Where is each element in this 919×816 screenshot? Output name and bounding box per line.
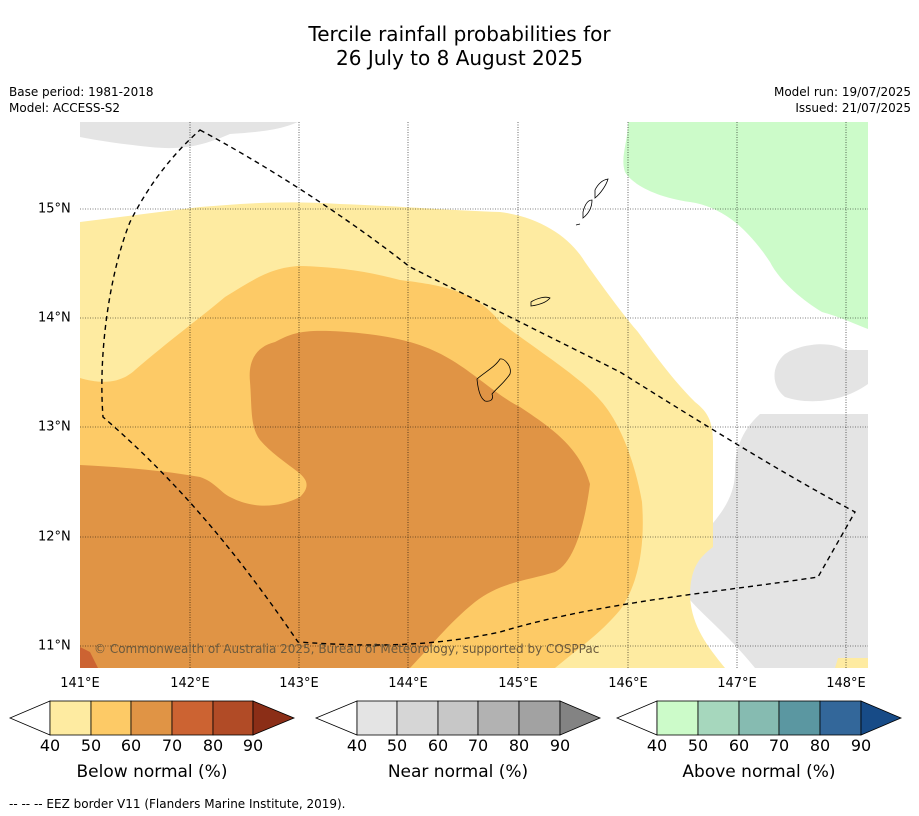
colorbar-above-title: Above normal (%) xyxy=(682,762,836,782)
below-tick-50: 50 xyxy=(80,736,102,755)
lat-label-11n: 11°N xyxy=(38,638,71,654)
colorbar-above-under xyxy=(615,700,658,736)
colorbar-near-under xyxy=(314,700,358,736)
gridlines xyxy=(80,122,868,668)
above-tick-50: 50 xyxy=(687,736,709,755)
above-tick-90: 90 xyxy=(850,736,872,755)
lon-label-147e: 147°E xyxy=(717,676,757,691)
lon-label-143e: 143°E xyxy=(279,676,319,691)
lon-label-142e: 142°E xyxy=(170,676,210,691)
colorbar-above-bin-5 xyxy=(819,700,862,736)
meta-right: Model run: 19/07/2025 Issued: 21/07/2025 xyxy=(774,84,911,116)
below-normal-40-50-corner xyxy=(835,658,868,668)
below-tick-70: 70 xyxy=(161,736,183,755)
colorbar-near-title: Near normal (%) xyxy=(387,762,529,782)
near-normal-region-southeast xyxy=(687,414,868,668)
island-guam xyxy=(476,358,511,402)
map-svg xyxy=(80,122,868,668)
colorbar-near-bin-2 xyxy=(396,700,439,736)
colorbar-near xyxy=(314,700,602,736)
above-tick-80: 80 xyxy=(809,736,831,755)
colorbar-above-over xyxy=(860,700,903,736)
lat-label-12n: 12°N xyxy=(38,529,71,545)
near-tick-60: 60 xyxy=(427,736,449,755)
colorbar-below-bin-1 xyxy=(49,700,92,736)
lon-label-144e: 144°E xyxy=(388,676,428,691)
near-tick-90: 90 xyxy=(549,736,571,755)
colorbar-below-over xyxy=(252,700,296,736)
chart-title: Tercile rainfall probabilities for 26 Ju… xyxy=(0,22,919,70)
colorbar-below-bin-3 xyxy=(130,700,173,736)
eez-border xyxy=(101,129,856,646)
above-normal-region xyxy=(623,122,868,329)
lon-label-145e: 145°E xyxy=(498,676,538,691)
near-tick-70: 70 xyxy=(467,736,489,755)
colorbar-above-bin-4 xyxy=(778,700,821,736)
below-normal-70-80-corner xyxy=(80,647,98,668)
colorbar-near-bin-1 xyxy=(356,700,398,736)
colorbar-above xyxy=(615,700,903,736)
colorbar-below-under xyxy=(8,700,51,736)
colorbar-near-bin-4 xyxy=(477,700,520,736)
colorbar-below-bin-2 xyxy=(90,700,132,736)
near-normal-region-east-small xyxy=(774,344,868,402)
issued-text: Issued: 21/07/2025 xyxy=(795,101,911,115)
title-line-1: Tercile rainfall probabilities for xyxy=(308,22,611,46)
island-rota xyxy=(530,296,551,307)
island-tinian xyxy=(582,199,593,219)
lon-label-146e: 146°E xyxy=(608,676,648,691)
model-run-text: Model run: 19/07/2025 xyxy=(773,85,911,99)
colorbar-above-bin-2 xyxy=(697,700,740,736)
model-text: Model: ACCESS-S2 xyxy=(9,101,121,115)
below-tick-60: 60 xyxy=(120,736,142,755)
island-saipan xyxy=(594,178,609,199)
colorbar-below xyxy=(8,700,296,736)
near-tick-40: 40 xyxy=(346,736,368,755)
colorbar-near-bin-5 xyxy=(518,700,561,736)
near-tick-50: 50 xyxy=(386,736,408,755)
colorbar-near-over xyxy=(559,700,602,736)
below-tick-40: 40 xyxy=(39,736,61,755)
lon-label-148e: 148°E xyxy=(826,676,866,691)
below-tick-90: 90 xyxy=(242,736,264,755)
base-period-text: Base period: 1981-2018 xyxy=(9,85,154,99)
near-tick-80: 80 xyxy=(508,736,530,755)
copyright-text: © Commonwealth of Australia 2025, Bureau… xyxy=(94,642,600,656)
lat-label-15n: 15°N xyxy=(38,201,71,217)
near-normal-region-top xyxy=(80,122,298,149)
colorbar-near-bin-3 xyxy=(437,700,479,736)
above-tick-40: 40 xyxy=(646,736,668,755)
colorbar-above-bin-3 xyxy=(738,700,780,736)
footnote: -- -- -- EEZ border V11 (Flanders Marine… xyxy=(9,797,346,811)
map-panel: © Commonwealth of Australia 2025, Bureau… xyxy=(80,122,868,668)
above-tick-70: 70 xyxy=(768,736,790,755)
islands xyxy=(476,178,609,402)
title-line-2: 26 July to 8 August 2025 xyxy=(336,46,583,70)
below-tick-80: 80 xyxy=(202,736,224,755)
lon-label-141e: 141°E xyxy=(60,676,100,691)
lat-label-14n: 14°N xyxy=(38,310,71,326)
colorbar-below-bin-4 xyxy=(171,700,214,736)
colorbar-below-bin-5 xyxy=(212,700,254,736)
above-tick-60: 60 xyxy=(728,736,750,755)
meta-left: Base period: 1981-2018 Model: ACCESS-S2 xyxy=(9,84,154,116)
colorbar-below-title: Below normal (%) xyxy=(76,762,228,782)
below-normal-60-70-region xyxy=(80,330,590,668)
island-aguijan xyxy=(575,223,581,226)
colorbar-above-bin-1 xyxy=(656,700,699,736)
colorbars xyxy=(8,700,903,736)
lat-label-13n: 13°N xyxy=(38,419,71,435)
